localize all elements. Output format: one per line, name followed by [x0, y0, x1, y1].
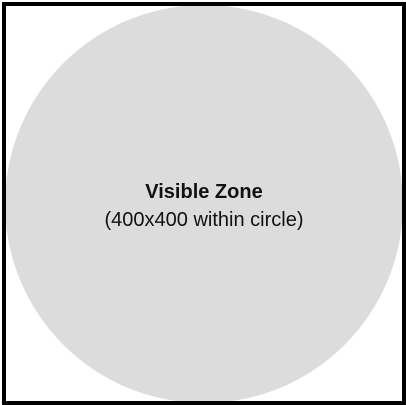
zone-label: Visible Zone (400x400 within circle)	[6, 178, 402, 234]
zone-title: Visible Zone	[145, 181, 263, 203]
visible-zone-circle	[6, 6, 402, 401]
zone-subtitle: (400x400 within circle)	[104, 209, 304, 231]
